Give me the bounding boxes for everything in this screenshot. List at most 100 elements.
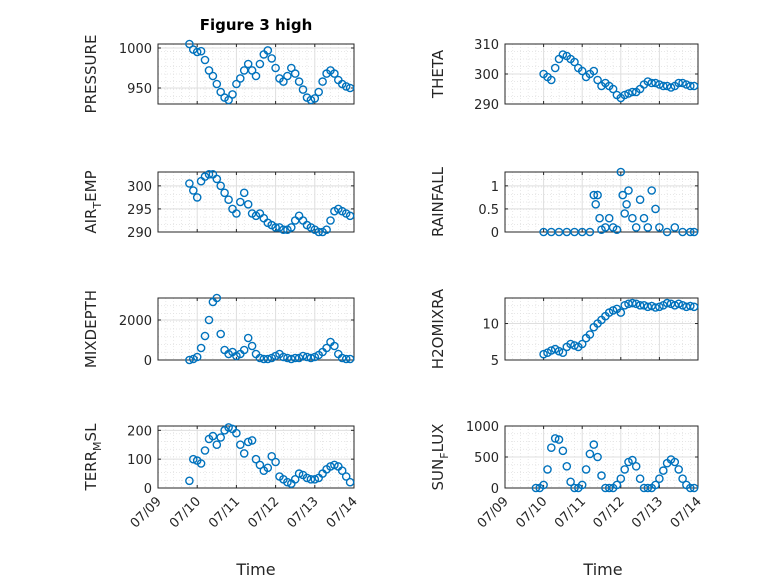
data-point bbox=[251, 71, 261, 81]
data-point bbox=[232, 79, 241, 89]
data-point bbox=[294, 469, 304, 478]
data-point bbox=[686, 483, 695, 493]
data-point bbox=[243, 333, 253, 343]
data-point bbox=[341, 354, 351, 364]
data-point bbox=[651, 78, 660, 88]
data-point bbox=[185, 179, 194, 188]
data-point bbox=[585, 330, 595, 339]
data-point bbox=[259, 354, 269, 364]
data-point bbox=[624, 89, 633, 98]
y-tick-label: 2000 bbox=[119, 314, 152, 329]
data-point bbox=[243, 437, 253, 447]
data-point bbox=[643, 77, 653, 86]
data-point bbox=[188, 454, 198, 464]
data-point bbox=[628, 455, 637, 465]
data-point bbox=[585, 449, 595, 459]
data-point bbox=[318, 77, 327, 86]
data-point bbox=[243, 59, 253, 69]
data-point bbox=[298, 351, 308, 361]
data-point bbox=[279, 225, 288, 234]
data-point bbox=[283, 71, 292, 81]
data-point bbox=[604, 213, 614, 223]
data-point bbox=[247, 66, 257, 75]
subplot-h2omixra: 5 10 H2OMIXRA bbox=[429, 288, 699, 369]
data-point bbox=[616, 167, 626, 177]
data-point bbox=[314, 87, 324, 97]
data-point bbox=[220, 188, 229, 198]
data-point bbox=[597, 471, 606, 480]
data-point bbox=[341, 82, 351, 91]
data-point bbox=[267, 451, 277, 461]
subplot-mixdepth: 0 2000 MIXDEPTH bbox=[82, 290, 355, 369]
data-point bbox=[558, 50, 568, 59]
data-point bbox=[659, 81, 668, 91]
data-point bbox=[239, 188, 249, 198]
data-point bbox=[341, 472, 351, 481]
data-point bbox=[678, 78, 687, 88]
data-point bbox=[539, 480, 548, 490]
y-tick-label: 0 bbox=[144, 482, 152, 497]
y-tick-label: 300 bbox=[127, 180, 152, 195]
data-point bbox=[255, 353, 265, 363]
data-point bbox=[674, 299, 684, 309]
data-point bbox=[224, 95, 233, 105]
y-tick-label: 290 bbox=[127, 226, 152, 241]
data-point bbox=[314, 227, 324, 237]
data-point bbox=[212, 174, 222, 184]
data-point bbox=[239, 449, 249, 458]
data-point bbox=[659, 466, 668, 475]
data-point bbox=[643, 483, 653, 493]
data-point bbox=[635, 195, 645, 204]
data-point bbox=[612, 225, 622, 234]
plot-area bbox=[158, 172, 354, 232]
y-axis-label: RAINFALL bbox=[429, 166, 447, 237]
data-point bbox=[204, 66, 214, 75]
data-point bbox=[655, 80, 664, 89]
data-point bbox=[651, 303, 660, 312]
y-axis-label: H2OMIXRA bbox=[429, 288, 447, 369]
data-point bbox=[651, 204, 660, 214]
data-point bbox=[330, 69, 339, 78]
y-tick-label: 310 bbox=[474, 38, 499, 53]
data-point bbox=[689, 483, 699, 493]
data-point bbox=[302, 473, 312, 483]
data-point bbox=[232, 209, 241, 218]
x-axis-label-left: Time bbox=[235, 560, 275, 579]
data-point bbox=[591, 199, 601, 209]
data-point bbox=[585, 227, 595, 237]
data-point bbox=[618, 190, 628, 200]
y-tick-label: 200 bbox=[127, 424, 152, 439]
y-tick-label: 1000 bbox=[466, 420, 499, 435]
data-point bbox=[192, 47, 202, 57]
data-point bbox=[655, 302, 664, 312]
data-point bbox=[330, 460, 339, 470]
data-point bbox=[686, 81, 695, 91]
data-point bbox=[628, 213, 637, 223]
data-point bbox=[670, 457, 680, 467]
data-point bbox=[566, 477, 575, 487]
data-point bbox=[662, 298, 672, 308]
data-point bbox=[263, 354, 273, 364]
data-point bbox=[185, 355, 194, 365]
data-point bbox=[216, 87, 225, 97]
data-point bbox=[554, 435, 564, 444]
data-point bbox=[212, 79, 222, 89]
data-point bbox=[337, 466, 347, 476]
y-tick-label: 100 bbox=[127, 453, 152, 468]
data-point bbox=[689, 302, 699, 312]
data-point bbox=[531, 483, 541, 493]
y-tick-label: 1 bbox=[491, 180, 499, 195]
data-point bbox=[593, 452, 602, 462]
data-point bbox=[286, 223, 296, 232]
y-tick-label: 0 bbox=[144, 354, 152, 369]
y-tick-label: 1000 bbox=[119, 42, 152, 57]
data-point bbox=[616, 474, 626, 484]
y-axis-label: MIXDEPTH bbox=[82, 290, 100, 368]
data-point bbox=[286, 63, 296, 73]
data-point bbox=[620, 465, 630, 474]
data-point bbox=[651, 480, 660, 490]
data-point bbox=[682, 80, 691, 89]
data-point bbox=[647, 186, 657, 195]
data-point bbox=[286, 354, 296, 364]
plot-area bbox=[158, 426, 354, 488]
